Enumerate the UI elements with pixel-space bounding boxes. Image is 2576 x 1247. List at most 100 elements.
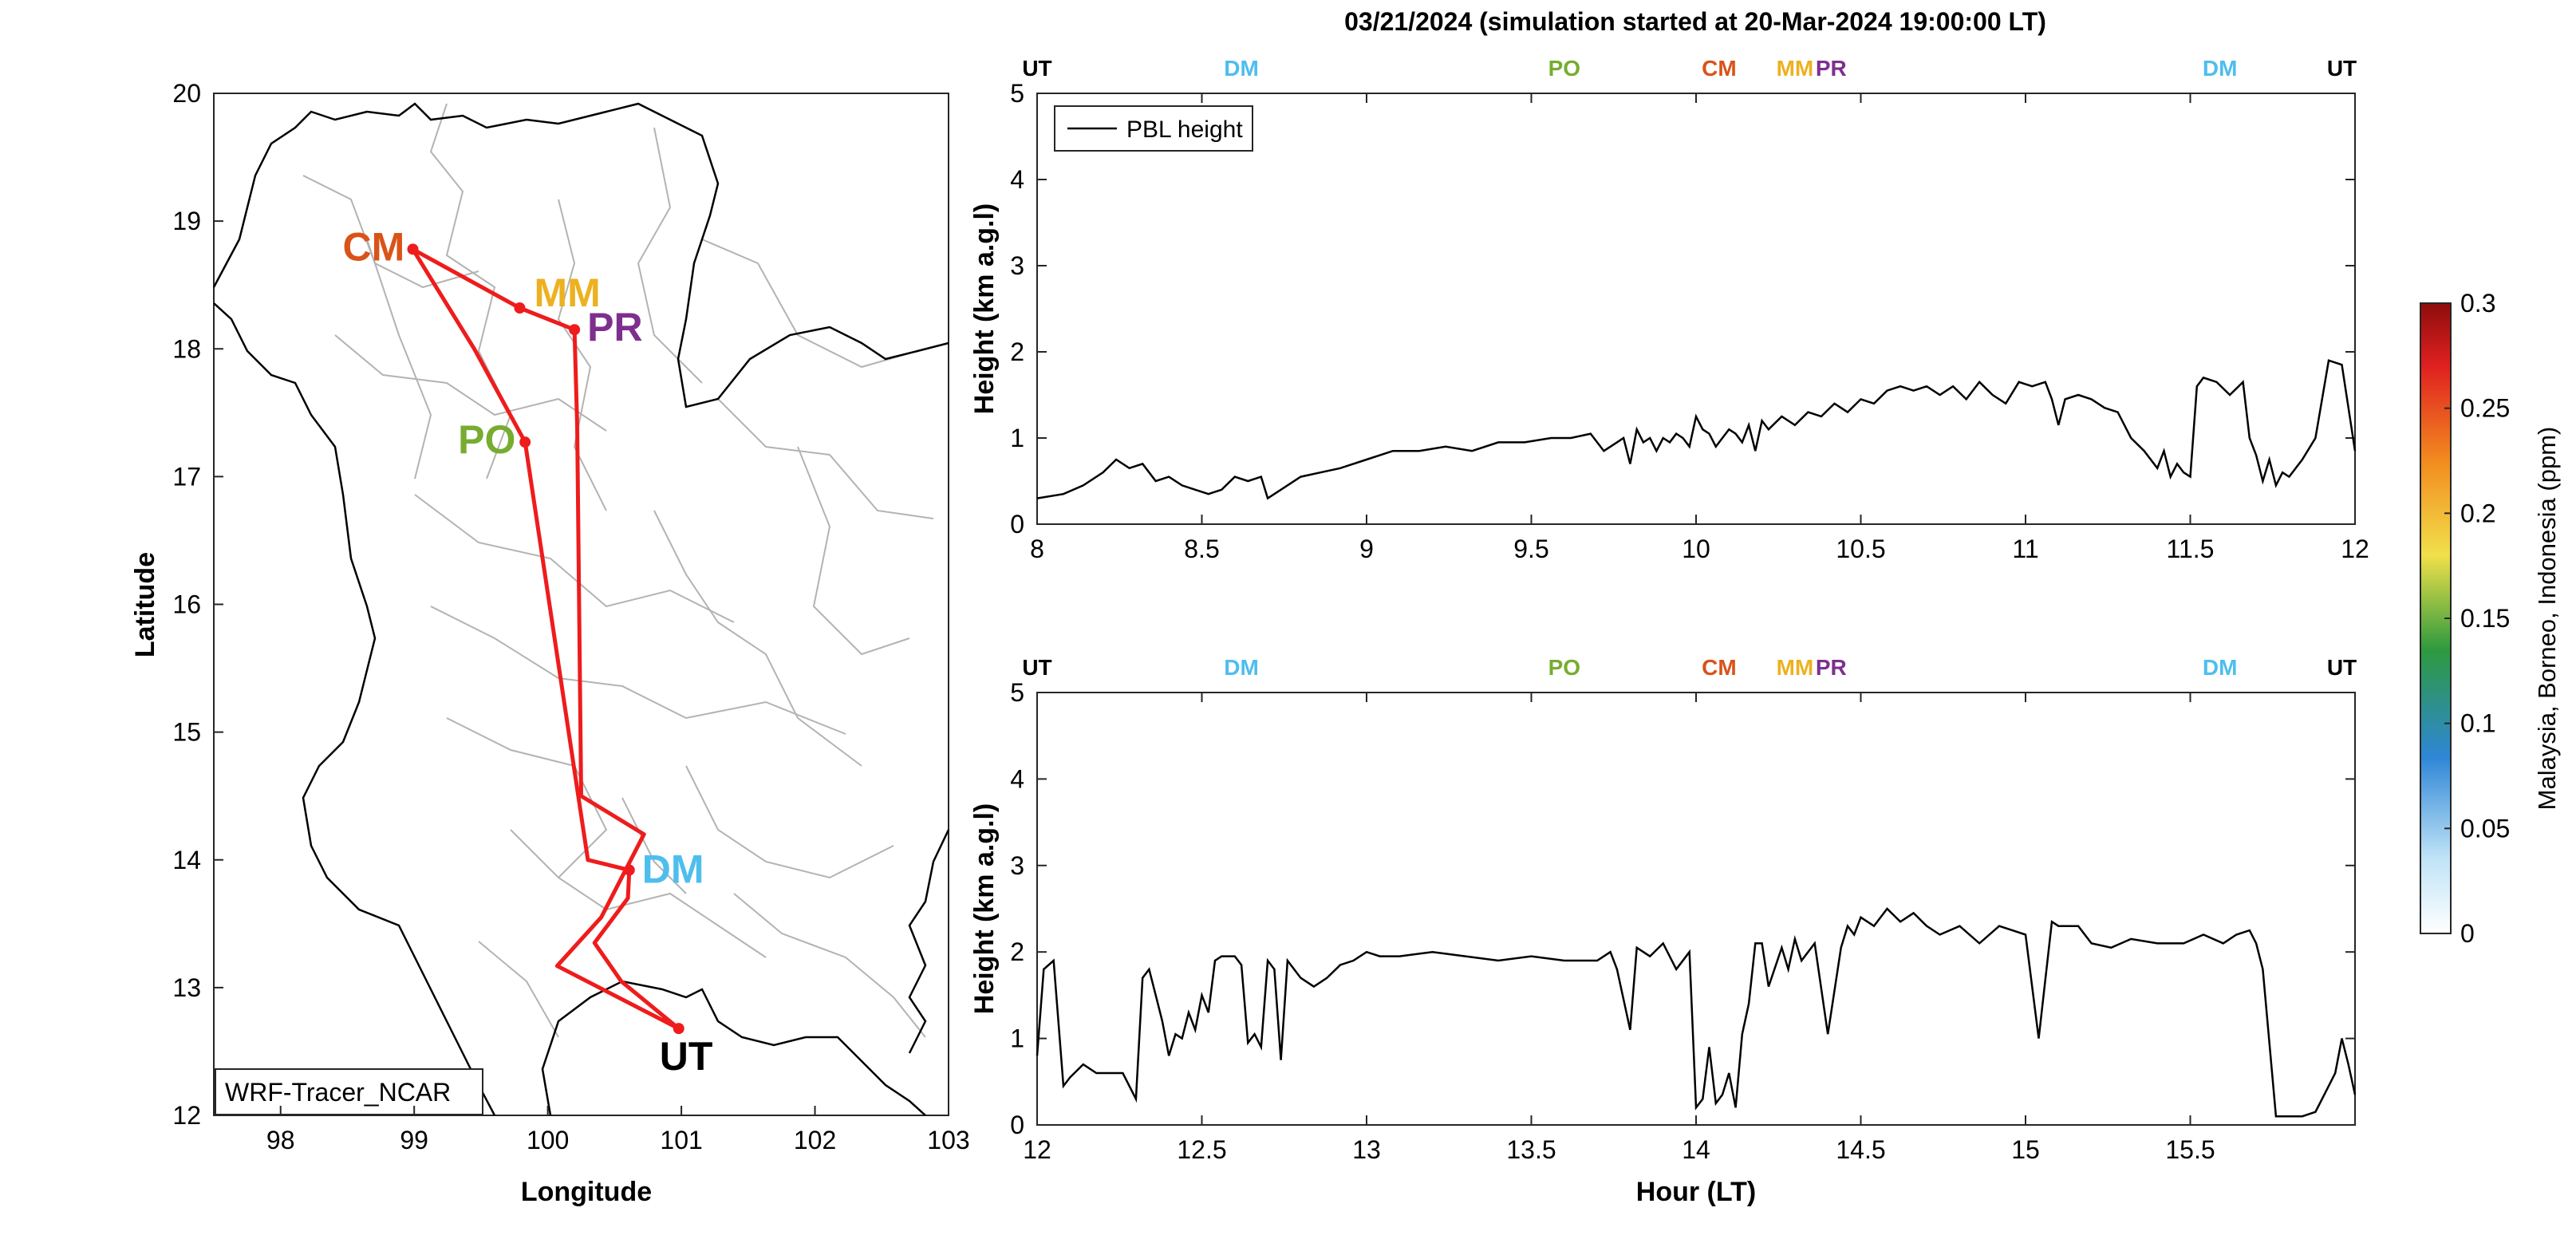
y-tick-label: 0 [1010, 1111, 1024, 1139]
x-axis-label: Hour (LT) [1636, 1177, 1756, 1207]
station-marker [673, 1023, 684, 1035]
site-marker-label: UT [2327, 655, 2357, 680]
colorbar-tick-label: 0 [2460, 919, 2475, 948]
site-marker-label: CM [1702, 56, 1737, 81]
colorbar: 0 0.05 0.1 0.15 0.2 0.25 0.3 Malaysia, Borneo,… [2420, 289, 2561, 948]
colorbar-label: Malaysia, Borneo, Indonesia (ppm) [2533, 427, 2561, 811]
x-tick-label: 13 [1352, 1135, 1381, 1164]
station-label: PO [458, 417, 515, 462]
x-tick-label: 102 [794, 1126, 836, 1154]
legend-label: PBL height [1126, 116, 1243, 143]
site-marker-label: DM [1224, 655, 1259, 680]
map-frame [213, 93, 949, 1116]
station-po: PO [458, 417, 531, 462]
x-tick-label: 10.5 [1836, 535, 1885, 563]
site-marker-label: PO [1548, 56, 1580, 81]
y-axis-label: Height (km a.g.l) [969, 803, 1000, 1014]
x-tick-label: 13.5 [1506, 1135, 1556, 1164]
plot-frame [1036, 93, 2356, 525]
country-outline [212, 102, 950, 1116]
province-boundaries [302, 103, 934, 1038]
figure-title: 03/21/2024 (simulation started at 20-Mar… [1344, 7, 2046, 36]
y-tick-label: 15 [172, 718, 201, 747]
y-tick-label: 18 [172, 334, 201, 363]
y-tick-label: 0 [1010, 510, 1024, 539]
station-marker [569, 324, 581, 336]
site-marker-label: UT [2327, 56, 2357, 81]
map-x-axis: 98 99 100 101 102 103 [266, 1106, 970, 1154]
x-tick-label: 11.5 [2167, 535, 2215, 563]
site-marker-label: PR [1816, 655, 1847, 680]
map-x-label: Longitude [521, 1177, 652, 1207]
x-tick-label: 100 [527, 1126, 569, 1154]
pbl-height-line [1036, 359, 2357, 500]
site-marker-label: PO [1548, 655, 1580, 680]
y-tick-label: 3 [1010, 251, 1024, 280]
colorbar-tick-label: 0.1 [2460, 709, 2495, 738]
station-label: CM [343, 224, 405, 269]
y-tick-label: 1 [1010, 424, 1024, 452]
y-tick-label: 17 [172, 462, 201, 491]
model-label: WRF-Tracer_NCAR [225, 1078, 451, 1107]
y-tick-label: 1 [1010, 1024, 1024, 1053]
model-label-box [215, 1068, 483, 1115]
site-marker-label: MM [1777, 655, 1814, 680]
x-tick-label: 101 [660, 1126, 702, 1154]
site-markers: UT DM PO CM MM PR DM UT [1022, 655, 2357, 680]
y-tick-label: 19 [172, 207, 201, 235]
x-tick-label: 14 [1682, 1135, 1710, 1164]
colorbar-ticks: 0 0.05 0.1 0.15 0.2 0.25 0.3 [2444, 289, 2510, 948]
y-tick-label: 2 [1010, 337, 1024, 366]
colorbar-tick-label: 0.05 [2460, 814, 2510, 843]
y-tick-label: 20 [172, 79, 201, 108]
y-tick-label: 12 [172, 1101, 201, 1130]
site-marker-label: UT [1022, 56, 1051, 81]
site-marker-label: CM [1702, 655, 1737, 680]
station-label: PR [587, 305, 642, 349]
y-tick-label: 14 [172, 846, 201, 874]
station-marker [623, 864, 635, 876]
map-panel: CM MM PR PO DM UT WRF-Tracer_NCAR 98 99 10… [130, 79, 970, 1207]
y-tick-label: 13 [172, 973, 201, 1002]
x-tick-label: 15.5 [2165, 1135, 2215, 1164]
x-tick-label: 98 [266, 1126, 295, 1154]
y-tick-label: 3 [1010, 851, 1024, 880]
station-label: DM [642, 847, 704, 892]
site-marker-label: DM [1224, 56, 1259, 81]
plot-frame [1036, 692, 2356, 1126]
map-y-label: Latitude [130, 552, 160, 657]
station-pr: PR [569, 305, 643, 349]
x-tick-label: 9 [1359, 535, 1374, 563]
station-cm: CM [343, 224, 419, 269]
x-tick-label: 103 [927, 1126, 969, 1154]
site-marker-label: DM [2203, 56, 2238, 81]
station-mm: MM [514, 270, 601, 315]
x-tick-label: 8 [1030, 535, 1044, 563]
y-tick-label: 16 [172, 590, 201, 619]
y-tick-label: 5 [1010, 79, 1024, 108]
y-tick-label: 5 [1010, 678, 1024, 707]
legend-box [1054, 105, 1253, 152]
station-dm: DM [623, 847, 704, 892]
colorbar-tick-label: 0.2 [2460, 499, 2495, 527]
y-tick-label: 4 [1010, 764, 1024, 793]
site-marker-label: UT [1022, 655, 1051, 680]
station-marker [407, 243, 419, 255]
x-tick-label: 9.5 [1513, 535, 1548, 563]
site-marker-label: PR [1816, 56, 1847, 81]
x-tick-label: 11 [2012, 535, 2038, 563]
pbl-height-line [1036, 907, 2357, 1118]
station-marker [519, 436, 531, 448]
colorbar-tick-label: 0.25 [2460, 394, 2510, 423]
site-markers: UT DM PO CM MM PR DM UT [1022, 56, 2357, 81]
site-marker-label: MM [1777, 56, 1814, 81]
y-tick-label: 2 [1010, 937, 1024, 966]
x-tick-label: 10 [1682, 535, 1710, 563]
map-y-axis: 12 13 14 15 16 17 18 19 20 [172, 79, 223, 1130]
colorbar-tick-label: 0.15 [2460, 604, 2510, 633]
station-label: UT [660, 1034, 713, 1079]
